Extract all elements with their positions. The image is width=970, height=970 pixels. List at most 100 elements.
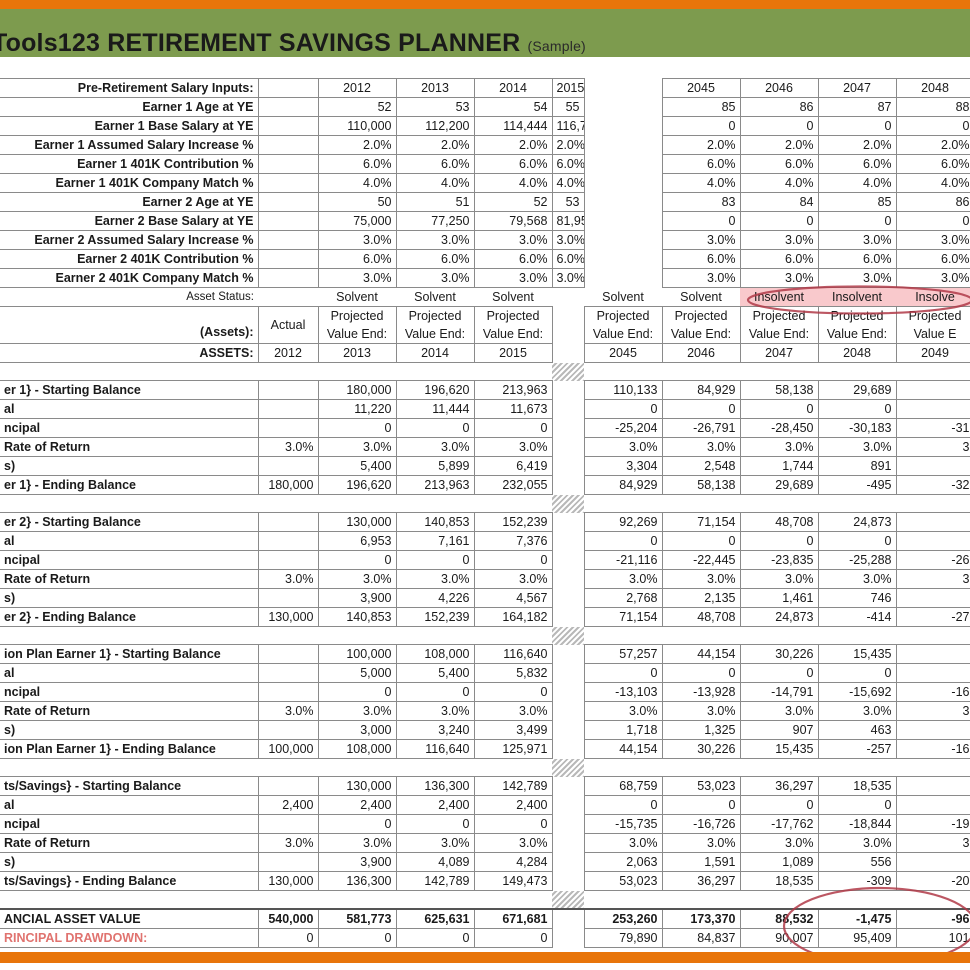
- input-value-cell[interactable]: 3.0%: [895, 268, 970, 288]
- input-value-cell[interactable]: 3.0%: [551, 268, 585, 288]
- asset-value-cell[interactable]: 0: [583, 663, 663, 683]
- input-value-cell[interactable]: 6.0%: [395, 154, 475, 174]
- input-value-cell[interactable]: 53: [395, 97, 475, 117]
- asset-value-cell[interactable]: 7,376: [473, 531, 553, 551]
- asset-value-cell[interactable]: -28,450: [739, 418, 819, 438]
- asset-value-cell[interactable]: 3.0%: [473, 569, 553, 589]
- inputs-year-header[interactable]: 2012: [317, 78, 397, 98]
- asset-value-cell[interactable]: 0: [473, 418, 553, 438]
- asset-value-cell[interactable]: 29,689: [817, 380, 897, 400]
- asset-value-cell[interactable]: [895, 663, 970, 683]
- asset-actual-cell[interactable]: [257, 776, 319, 796]
- asset-value-cell[interactable]: 746: [817, 588, 897, 608]
- input-value-cell[interactable]: 84: [739, 192, 819, 212]
- total-value-cell[interactable]: 253,260: [583, 907, 663, 929]
- asset-value-cell[interactable]: 1,591: [661, 852, 741, 872]
- asset-value-cell[interactable]: 15,435: [817, 644, 897, 664]
- asset-value-cell[interactable]: 196,620: [317, 475, 397, 495]
- asset-value-cell[interactable]: 2,400: [473, 795, 553, 815]
- asset-value-cell[interactable]: 140,853: [395, 512, 475, 532]
- input-value-cell[interactable]: 2.0%: [817, 135, 897, 155]
- inputs-year-header[interactable]: 2048: [895, 78, 970, 98]
- asset-value-cell[interactable]: 140,853: [317, 607, 397, 627]
- asset-value-cell[interactable]: -495: [817, 475, 897, 495]
- asset-value-cell[interactable]: 0: [739, 531, 819, 551]
- asset-value-cell[interactable]: 0: [317, 682, 397, 702]
- asset-value-cell[interactable]: 84,929: [661, 380, 741, 400]
- asset-value-cell[interactable]: 4,284: [473, 852, 553, 872]
- assets-year-header[interactable]: 2049: [895, 343, 970, 363]
- input-value-cell[interactable]: 3.0%: [395, 268, 475, 288]
- asset-value-cell[interactable]: 232,055: [473, 475, 553, 495]
- asset-value-cell[interactable]: 180,000: [317, 380, 397, 400]
- input-value-cell[interactable]: 83: [661, 192, 741, 212]
- asset-value-cell[interactable]: 3,900: [317, 852, 397, 872]
- asset-value-cell[interactable]: 15,435: [739, 739, 819, 759]
- asset-value-cell[interactable]: -21,116: [583, 550, 663, 570]
- assets-year-header[interactable]: 2047: [739, 343, 819, 363]
- asset-value-cell[interactable]: 92,269: [583, 512, 663, 532]
- input-value-cell[interactable]: 6.0%: [661, 154, 741, 174]
- asset-actual-cell[interactable]: 3.0%: [257, 833, 319, 853]
- asset-value-cell[interactable]: 0: [395, 418, 475, 438]
- asset-value-cell[interactable]: 3.0%: [583, 833, 663, 853]
- asset-value-cell[interactable]: 3,000: [317, 720, 397, 740]
- input-value-cell[interactable]: 2.0%: [739, 135, 819, 155]
- asset-value-cell[interactable]: 3.0%: [317, 833, 397, 853]
- input-value-cell[interactable]: 4.0%: [395, 173, 475, 193]
- asset-value-cell[interactable]: 36,297: [739, 776, 819, 796]
- input-value-cell[interactable]: 2.0%: [895, 135, 970, 155]
- asset-value-cell[interactable]: 3.0%: [395, 569, 475, 589]
- asset-value-cell[interactable]: -14,791: [739, 682, 819, 702]
- input-value-cell[interactable]: 86: [895, 192, 970, 212]
- input-value-cell[interactable]: 6.0%: [317, 249, 397, 269]
- input-value-cell[interactable]: 2.0%: [317, 135, 397, 155]
- asset-value-cell[interactable]: 0: [473, 682, 553, 702]
- asset-value-cell[interactable]: 130,000: [317, 512, 397, 532]
- asset-value-cell[interactable]: 6,953: [317, 531, 397, 551]
- drawdown-value-cell[interactable]: 84,837: [661, 927, 741, 948]
- asset-value-cell[interactable]: [895, 531, 970, 551]
- assets-year-header[interactable]: 2014: [395, 343, 475, 363]
- asset-value-cell[interactable]: 0: [395, 550, 475, 570]
- input-value-cell[interactable]: 6.0%: [739, 249, 819, 269]
- asset-actual-cell[interactable]: [257, 418, 319, 438]
- input-value-cell[interactable]: 4.0%: [317, 173, 397, 193]
- input-value-cell[interactable]: 79,568: [473, 211, 553, 231]
- asset-value-cell[interactable]: 152,239: [473, 512, 553, 532]
- asset-value-cell[interactable]: 84,929: [583, 475, 663, 495]
- asset-value-cell[interactable]: -257: [817, 739, 897, 759]
- input-value-cell[interactable]: 6.0%: [473, 154, 553, 174]
- asset-value-cell[interactable]: 3,900: [317, 588, 397, 608]
- asset-value-cell[interactable]: -15,692: [817, 682, 897, 702]
- asset-value-cell[interactable]: 3.0%: [817, 437, 897, 457]
- asset-value-cell[interactable]: -25,204: [583, 418, 663, 438]
- asset-value-cell[interactable]: 2,063: [583, 852, 663, 872]
- asset-actual-cell[interactable]: [257, 380, 319, 400]
- input-value-cell[interactable]: 55: [551, 97, 585, 117]
- asset-value-cell[interactable]: -22,445: [661, 550, 741, 570]
- asset-value-cell[interactable]: 3: [895, 569, 970, 589]
- asset-actual-cell[interactable]: [257, 550, 319, 570]
- asset-value-cell[interactable]: [895, 795, 970, 815]
- input-value-cell[interactable]: 52: [317, 97, 397, 117]
- drawdown-value-cell[interactable]: 101: [895, 927, 970, 948]
- asset-actual-cell[interactable]: [257, 531, 319, 551]
- asset-actual-cell[interactable]: 100,000: [257, 739, 319, 759]
- asset-value-cell[interactable]: 152,239: [395, 607, 475, 627]
- asset-value-cell[interactable]: 1,461: [739, 588, 819, 608]
- input-value-cell[interactable]: 3.0%: [317, 268, 397, 288]
- asset-actual-cell[interactable]: 3.0%: [257, 437, 319, 457]
- asset-value-cell[interactable]: -32: [895, 475, 970, 495]
- input-value-cell[interactable]: 6.0%: [895, 249, 970, 269]
- asset-value-cell[interactable]: 0: [661, 663, 741, 683]
- asset-value-cell[interactable]: 0: [395, 814, 475, 834]
- asset-value-cell[interactable]: 0: [473, 550, 553, 570]
- asset-value-cell[interactable]: 4,567: [473, 588, 553, 608]
- input-value-cell[interactable]: 6.0%: [817, 249, 897, 269]
- asset-value-cell[interactable]: 5,899: [395, 456, 475, 476]
- asset-value-cell[interactable]: 0: [317, 814, 397, 834]
- asset-value-cell[interactable]: 3.0%: [661, 569, 741, 589]
- input-value-cell[interactable]: 50: [317, 192, 397, 212]
- asset-value-cell[interactable]: -26,791: [661, 418, 741, 438]
